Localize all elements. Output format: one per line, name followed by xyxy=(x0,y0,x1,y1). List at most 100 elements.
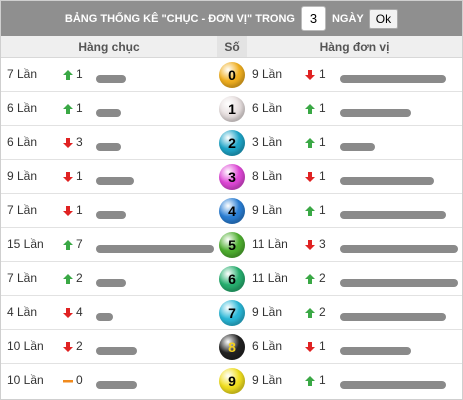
table-row: 9 Lần 1 3 8 Lần 1 xyxy=(1,160,462,194)
units-delta: 1 xyxy=(319,67,326,81)
tens-frequency-bar xyxy=(96,211,126,219)
tens-delta: 0 xyxy=(76,373,83,387)
digit-cell: 8 xyxy=(217,330,247,364)
up-arrow-icon xyxy=(305,376,315,386)
tens-delta: 1 xyxy=(76,169,83,183)
tens-times: 9 Lần xyxy=(7,169,38,183)
up-arrow-icon xyxy=(305,104,315,114)
table-row: 6 Lần 3 2 3 Lần 1 xyxy=(1,126,462,160)
tens-delta: 2 xyxy=(76,339,83,353)
tens-times: 7 Lần xyxy=(7,271,38,285)
tens-frequency-bar xyxy=(96,109,121,117)
table-row: 10 Lần 2 8 6 Lần 1 xyxy=(1,330,462,364)
units-delta: 1 xyxy=(319,169,326,183)
up-arrow-icon xyxy=(305,206,315,216)
up-arrow-icon xyxy=(305,138,315,148)
down-arrow-icon xyxy=(63,206,73,216)
digit-cell: 1 xyxy=(217,92,247,126)
table-row: 4 Lần 4 7 9 Lần 2 xyxy=(1,296,462,330)
tens-times: 6 Lần xyxy=(7,101,38,115)
tens-times: 7 Lần xyxy=(7,67,38,81)
digit-cell: 4 xyxy=(217,194,247,228)
ok-button[interactable]: Ok xyxy=(368,8,399,29)
tens-delta: 4 xyxy=(76,305,83,319)
up-arrow-icon xyxy=(63,240,73,250)
table-row: 7 Lần 1 0 9 Lần 1 xyxy=(1,58,462,92)
tens-delta: 7 xyxy=(76,237,83,251)
units-frequency-bar xyxy=(340,109,411,117)
tens-times: 10 Lần xyxy=(7,373,44,387)
digit-cell: 5 xyxy=(217,228,247,262)
tens-frequency-bar xyxy=(96,177,134,185)
table-row: 7 Lần 1 4 9 Lần 1 xyxy=(1,194,462,228)
up-arrow-icon xyxy=(63,274,73,284)
units-frequency-bar xyxy=(340,143,375,151)
units-delta: 2 xyxy=(319,271,326,285)
units-delta: 1 xyxy=(319,135,326,149)
digit-cell: 7 xyxy=(217,296,247,330)
digit-ball-8: 8 xyxy=(219,334,245,360)
tens-delta: 2 xyxy=(76,271,83,285)
title-prefix: BẢNG THỐNG KÊ "CHỤC - ĐƠN VỊ" TRONG xyxy=(64,12,295,25)
days-input[interactable]: 3 xyxy=(300,6,326,31)
digit-cell: 9 xyxy=(217,364,247,398)
title-suffix: NGÀY xyxy=(331,12,364,25)
tens-delta: 3 xyxy=(76,135,83,149)
units-times: 9 Lần xyxy=(252,373,283,387)
digit-ball-2: 2 xyxy=(219,130,245,156)
tens-frequency-bar xyxy=(96,143,121,151)
digit-ball-6: 6 xyxy=(219,266,245,292)
units-delta: 1 xyxy=(319,373,326,387)
down-arrow-icon xyxy=(305,70,315,80)
units-delta: 3 xyxy=(319,237,326,251)
units-delta: 1 xyxy=(319,339,326,353)
units-times: 9 Lần xyxy=(252,67,283,81)
units-frequency-bar xyxy=(340,313,446,321)
units-frequency-bar xyxy=(340,75,446,83)
units-times: 9 Lần xyxy=(252,203,283,217)
table-row: 6 Lần 1 1 6 Lần 1 xyxy=(1,92,462,126)
units-times: 3 Lần xyxy=(252,135,283,149)
tens-frequency-bar xyxy=(96,245,214,253)
down-arrow-icon xyxy=(305,240,315,250)
tens-delta: 1 xyxy=(76,67,83,81)
tens-delta: 1 xyxy=(76,203,83,217)
up-arrow-icon xyxy=(63,104,73,114)
digit-ball-4: 4 xyxy=(219,198,245,224)
tens-times: 7 Lần xyxy=(7,203,38,217)
tens-frequency-bar xyxy=(96,279,126,287)
units-frequency-bar xyxy=(340,177,434,185)
tens-frequency-bar xyxy=(96,347,137,355)
tens-frequency-bar xyxy=(96,75,126,83)
dash-icon xyxy=(63,376,73,386)
tens-times: 4 Lần xyxy=(7,305,38,319)
digit-ball-3: 3 xyxy=(219,164,245,190)
units-times: 6 Lần xyxy=(252,101,283,115)
digit-cell: 3 xyxy=(217,160,247,194)
down-arrow-icon xyxy=(63,172,73,182)
digit-cell: 6 xyxy=(217,262,247,296)
units-frequency-bar xyxy=(340,279,458,287)
tens-times: 6 Lần xyxy=(7,135,38,149)
table-header: Hàng chục Số Hàng đơn vị xyxy=(1,36,462,58)
units-frequency-bar xyxy=(340,381,446,389)
units-times: 8 Lần xyxy=(252,169,283,183)
title-bar: BẢNG THỐNG KÊ "CHỤC - ĐƠN VỊ" TRONG 3 NG… xyxy=(1,1,462,36)
units-times: 6 Lần xyxy=(252,339,283,353)
digit-ball-1: 1 xyxy=(219,96,245,122)
down-arrow-icon xyxy=(63,342,73,352)
units-delta: 2 xyxy=(319,305,326,319)
table-row: 10 Lần 0 9 9 Lần 1 xyxy=(1,364,462,398)
tens-frequency-bar xyxy=(96,381,137,389)
units-times: 11 Lần xyxy=(252,237,288,251)
digit-ball-5: 5 xyxy=(219,232,245,258)
header-number: Số xyxy=(217,36,247,57)
tens-delta: 1 xyxy=(76,101,83,115)
units-times: 9 Lần xyxy=(252,305,283,319)
units-delta: 1 xyxy=(319,203,326,217)
tens-times: 15 Lần xyxy=(7,237,44,251)
digit-cell: 2 xyxy=(217,126,247,160)
table-row: 7 Lần 2 6 11 Lần 2 xyxy=(1,262,462,296)
up-arrow-icon xyxy=(305,308,315,318)
units-frequency-bar xyxy=(340,211,446,219)
